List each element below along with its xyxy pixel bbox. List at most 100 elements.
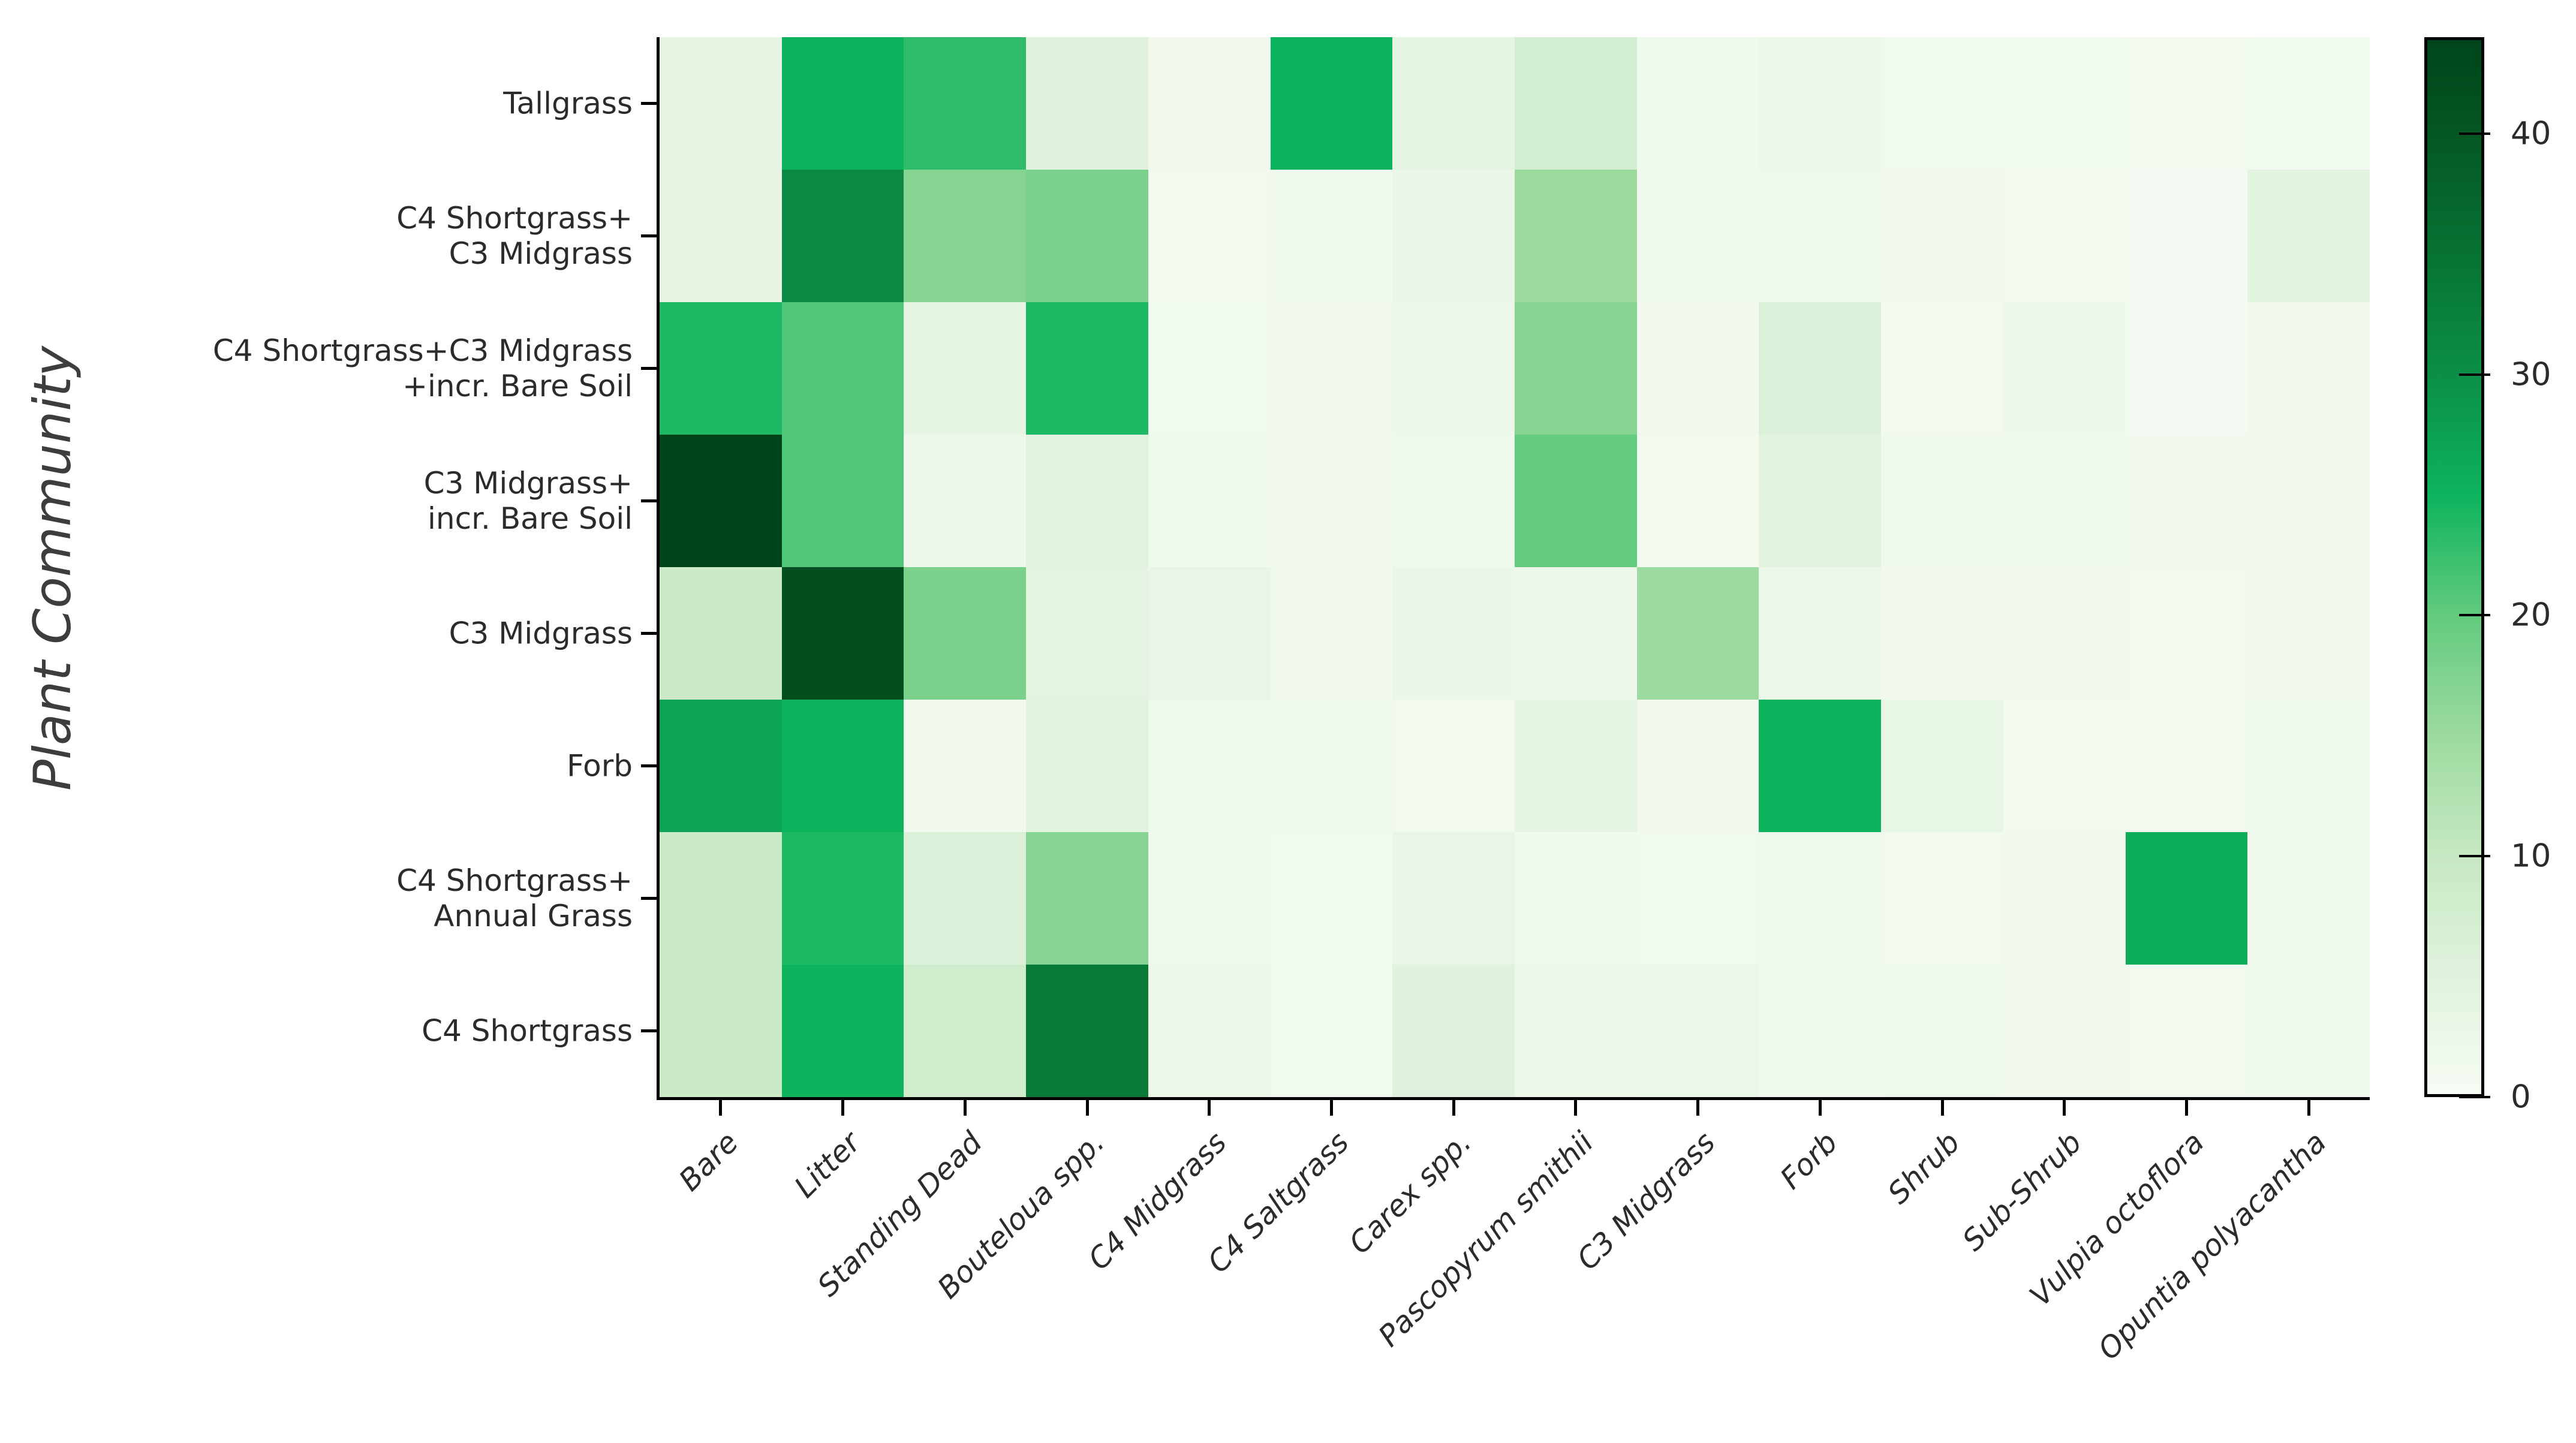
- heatmap-cell: [1026, 700, 1149, 833]
- y-tick-mark: [641, 897, 657, 900]
- x-tick-mark: [1696, 1100, 1700, 1116]
- heatmap-cell: [781, 965, 904, 1098]
- heatmap-cell: [2003, 965, 2126, 1098]
- heatmap-cell: [660, 700, 783, 833]
- heatmap-cell: [781, 700, 904, 833]
- y-tick-mark: [641, 1029, 657, 1032]
- heatmap-cell: [2125, 435, 2248, 568]
- y-tick-mark: [641, 632, 657, 635]
- x-tick-mark: [1940, 1100, 1944, 1116]
- heatmap-cell: [1759, 435, 1882, 568]
- heatmap-cell: [2003, 832, 2126, 965]
- heatmap-cell: [904, 700, 1027, 833]
- heatmap-cell: [1026, 170, 1149, 303]
- heatmap-cell: [1148, 37, 1271, 170]
- heatmap-cell: [660, 832, 783, 965]
- y-tick-mark: [641, 234, 657, 237]
- y-axis-title: Plant Community: [23, 346, 83, 791]
- x-tick-label: Shrub: [1880, 1125, 1967, 1211]
- heatmap-cell: [660, 435, 783, 568]
- colorbar-tick-mark: [2459, 373, 2490, 376]
- heatmap-cell: [1392, 170, 1515, 303]
- x-tick-mark: [841, 1100, 845, 1116]
- y-tick-label: C3 Midgrass: [449, 616, 633, 650]
- colorbar-tick-label: 40: [2511, 115, 2551, 152]
- x-tick-mark: [2307, 1100, 2310, 1116]
- heatmap-cell: [2125, 302, 2248, 435]
- heatmap-cell: [2247, 302, 2370, 435]
- heatmap-cell: [1026, 37, 1149, 170]
- x-tick-label: Opuntia polyacantha: [2091, 1125, 2333, 1367]
- heatmap-cell: [1148, 302, 1271, 435]
- heatmap-cell: [1636, 302, 1759, 435]
- heatmap-cell: [1881, 965, 2004, 1098]
- y-tick-label: C4 Shortgrass+ Annual Grass: [396, 863, 633, 933]
- heatmap-cell: [1515, 965, 1638, 1098]
- colorbar-tick-label: 20: [2511, 597, 2551, 634]
- x-tick-label: Carex spp.: [1342, 1125, 1478, 1261]
- heatmap-cell: [2125, 37, 2248, 170]
- heatmap-plot-area: [660, 37, 2370, 1098]
- heatmap-cell: [660, 37, 783, 170]
- heatmap-cell: [1636, 37, 1759, 170]
- heatmap-cell: [1026, 302, 1149, 435]
- y-tick-mark: [641, 764, 657, 767]
- heatmap-cell: [1881, 170, 2004, 303]
- heatmap-cell: [1148, 700, 1271, 833]
- heatmap-cell: [2003, 170, 2126, 303]
- heatmap-cell: [1759, 170, 1882, 303]
- heatmap-cell: [2247, 170, 2370, 303]
- heatmap-cell: [1881, 37, 2004, 170]
- heatmap-cell: [781, 170, 904, 303]
- x-tick-mark: [1574, 1100, 1578, 1116]
- heatmap-cell: [1026, 832, 1149, 965]
- colorbar-tick-mark: [2459, 614, 2490, 617]
- heatmap-cell: [2003, 37, 2126, 170]
- heatmap-cell: [2003, 302, 2126, 435]
- heatmap-cell: [2125, 832, 2248, 965]
- heatmap-cell: [1392, 435, 1515, 568]
- y-tick-label: C4 Shortgrass+ C3 Midgrass: [396, 200, 633, 271]
- heatmap-cell: [1148, 832, 1271, 965]
- x-tick-mark: [1329, 1100, 1333, 1116]
- heatmap-cell: [2003, 567, 2126, 700]
- heatmap-cell: [904, 302, 1027, 435]
- heatmap-cell: [1148, 170, 1271, 303]
- heatmap-cell: [2003, 700, 2126, 833]
- heatmap-cell: [1636, 700, 1759, 833]
- heatmap-cell: [904, 832, 1027, 965]
- heatmap-cell: [1515, 832, 1638, 965]
- heatmap-cell: [660, 567, 783, 700]
- heatmap-cell: [1270, 435, 1393, 568]
- heatmap-cell: [660, 965, 783, 1098]
- heatmap-cell: [1148, 965, 1271, 1098]
- x-tick-label: Pascopyrum smithii: [1371, 1125, 1600, 1354]
- heatmap-cell: [1515, 700, 1638, 833]
- heatmap-cell: [1759, 965, 1882, 1098]
- colorbar-tick-mark: [2459, 855, 2490, 858]
- heatmap-cell: [2125, 700, 2248, 833]
- heatmap-cell: [1881, 302, 2004, 435]
- heatmap-cell: [2247, 37, 2370, 170]
- y-tick-mark: [641, 367, 657, 370]
- y-tick-label: Tallgrass: [503, 86, 633, 120]
- heatmap-cell: [1270, 965, 1393, 1098]
- x-tick-mark: [2063, 1100, 2066, 1116]
- x-tick-mark: [1208, 1100, 1211, 1116]
- heatmap-cell: [1148, 435, 1271, 568]
- heatmap-cell: [1759, 700, 1882, 833]
- y-tick-label: Forb: [567, 748, 633, 783]
- colorbar-tick-label: 30: [2511, 356, 2551, 393]
- colorbar-gradient: [2427, 40, 2481, 1094]
- heatmap-cell: [1515, 37, 1638, 170]
- heatmap-cell: [660, 302, 783, 435]
- heatmap-cell: [1392, 567, 1515, 700]
- heatmap-cell: [1392, 700, 1515, 833]
- heatmap-cell: [1515, 302, 1638, 435]
- heatmap-cell: [2125, 170, 2248, 303]
- x-tick-mark: [1452, 1100, 1455, 1116]
- heatmap-cell: [1636, 965, 1759, 1098]
- heatmap-cell: [1270, 302, 1393, 435]
- x-tick-label: Sub-Shrub: [1956, 1125, 2089, 1258]
